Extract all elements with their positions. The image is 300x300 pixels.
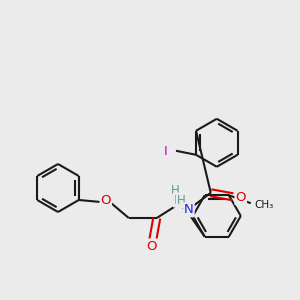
Text: N: N [174, 194, 184, 206]
Text: H: H [176, 194, 185, 207]
Text: H: H [170, 184, 179, 196]
Text: I: I [164, 145, 168, 158]
Text: O: O [236, 191, 246, 204]
Text: O: O [100, 194, 111, 208]
Text: O: O [146, 239, 157, 253]
Text: N: N [184, 203, 194, 216]
Text: CH₃: CH₃ [254, 200, 273, 210]
